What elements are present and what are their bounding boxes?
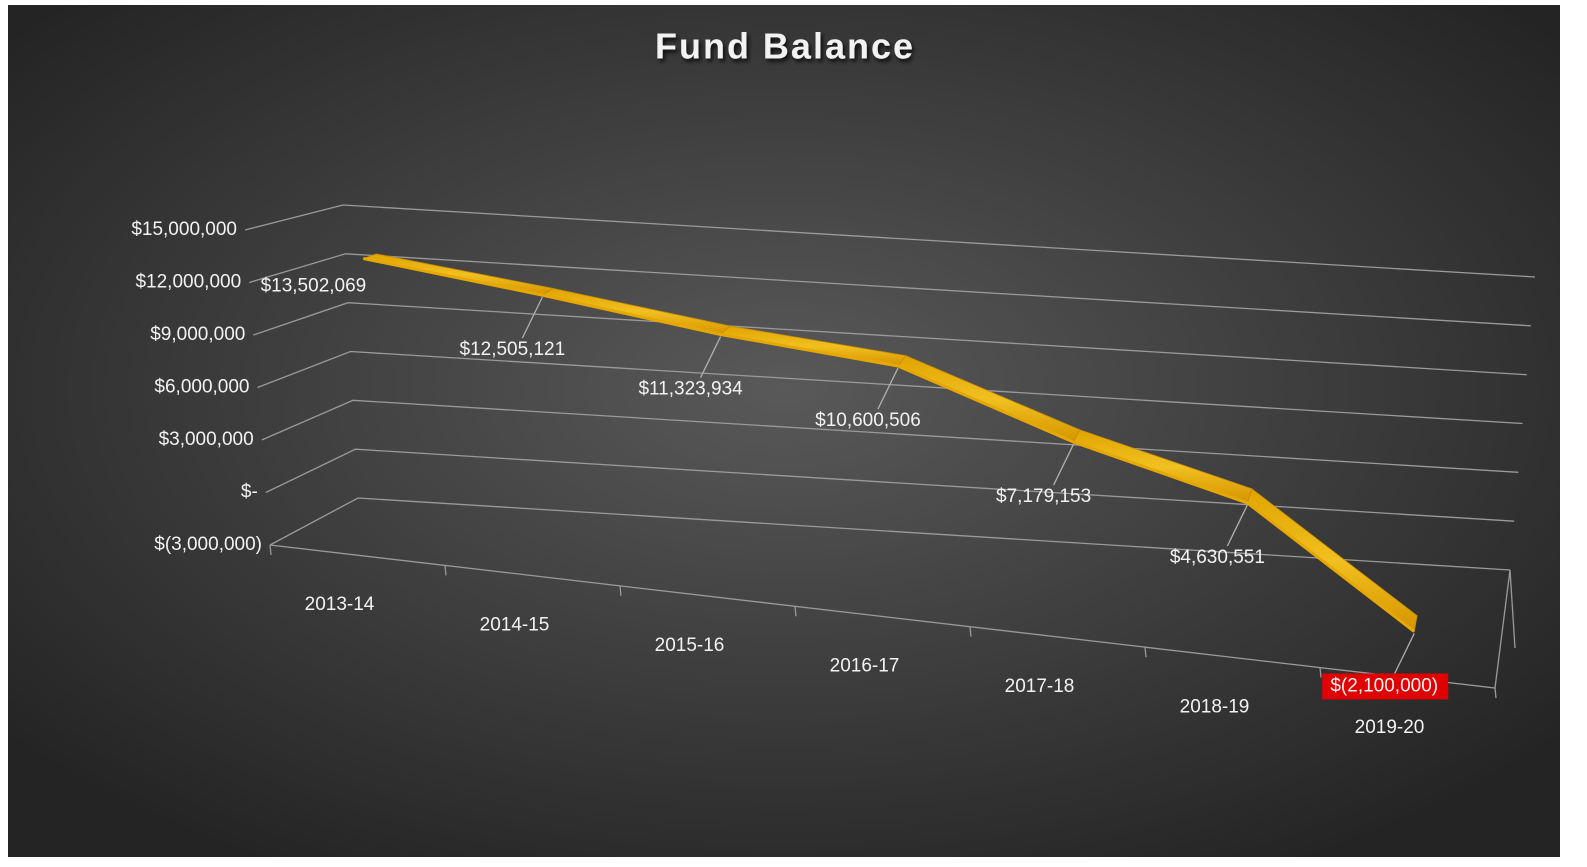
x-tick-label: 2018-19: [1180, 696, 1250, 717]
x-tick: [1319, 667, 1322, 678]
x-tick-label: 2019-20: [1355, 717, 1425, 738]
x-tick-label: 2014-15: [480, 615, 550, 636]
y-tick-label: $15,000,000: [131, 219, 237, 240]
grid-line: [265, 448, 1515, 522]
x-tick: [1494, 687, 1497, 699]
x-tick-label: 2013-14: [305, 594, 375, 615]
x-tick: [794, 606, 797, 617]
right-wall-edge: [1509, 569, 1516, 649]
y-tick-label: $9,000,000: [150, 324, 245, 345]
leader-line: [521, 296, 543, 339]
grid-line: [253, 302, 1527, 376]
data-label: $11,323,934: [638, 379, 743, 400]
data-label: $7,179,153: [996, 486, 1091, 507]
x-tick-label: 2016-17: [830, 656, 900, 677]
x-tick: [969, 626, 972, 637]
x-tick: [444, 565, 447, 576]
y-tick-label: $(3,000,000): [154, 534, 262, 555]
grid-line: [249, 253, 1531, 327]
x-tick: [269, 544, 272, 556]
data-label: $10,600,506: [815, 410, 921, 431]
data-label: $4,630,551: [1170, 547, 1265, 568]
y-tick-label: $12,000,000: [135, 272, 241, 293]
y-tick-label: $-: [241, 482, 258, 503]
y-tick-label: $6,000,000: [154, 377, 249, 398]
data-label: $(2,100,000): [1330, 675, 1438, 696]
grid-line: [244, 204, 1536, 278]
x-tick-label: 2017-18: [1005, 676, 1075, 697]
leader-line: [877, 367, 899, 410]
leader-line: [1053, 443, 1075, 486]
data-label: $12,505,121: [460, 339, 566, 360]
chart-title: Fund Balance: [655, 26, 915, 67]
grid-line: [257, 350, 1523, 425]
leader-line: [700, 336, 722, 378]
label-background: [1322, 673, 1449, 700]
ribbon-edge: [363, 257, 1416, 633]
y-tick-label: $3,000,000: [159, 429, 254, 450]
x-tick: [1144, 647, 1147, 658]
x-tick: [619, 585, 622, 596]
leader-line: [1393, 633, 1415, 675]
chart-background: [8, 5, 1560, 857]
grid-line: [269, 497, 1511, 571]
data-label: $13,502,069: [261, 276, 367, 297]
x-tick-label: 2015-16: [655, 635, 725, 656]
leader-line: [1226, 504, 1248, 547]
